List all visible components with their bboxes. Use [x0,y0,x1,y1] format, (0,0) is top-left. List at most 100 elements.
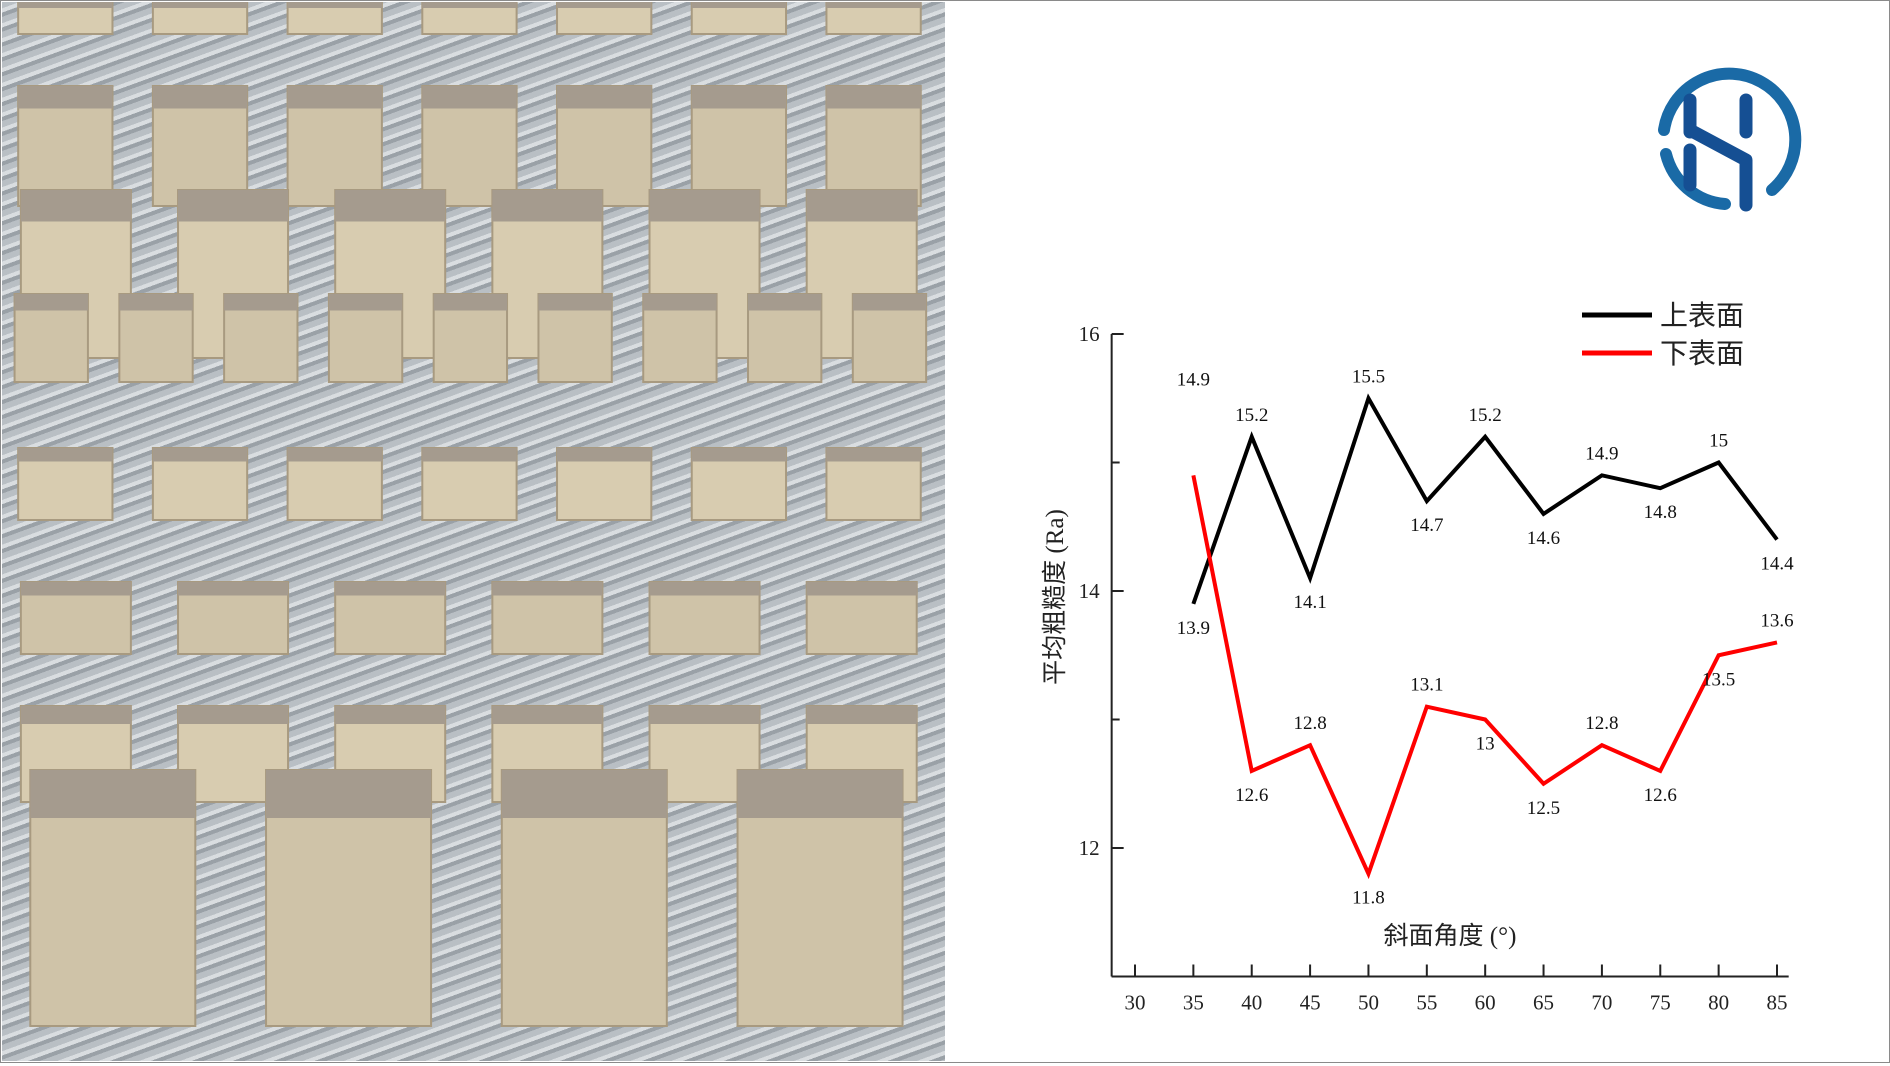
sample-top [557,86,652,109]
data-label: 12.8 [1585,713,1618,734]
sample-top [691,86,787,109]
data-label: 15.2 [1235,405,1268,426]
sample-top [691,2,787,8]
x-tick-label: 70 [1591,991,1612,1015]
photo-illustration [13,1,928,1027]
sample-top [335,190,446,222]
data-label: 14.8 [1644,502,1677,523]
sample-top [422,2,517,8]
x-tick-label: 60 [1475,991,1496,1015]
sample-top [20,190,131,222]
data-label: 14.6 [1527,528,1560,549]
sample-top [826,2,921,8]
data-label: 15.2 [1469,405,1502,426]
x-tick-label: 45 [1300,991,1321,1015]
sample-top [826,86,921,109]
sample-top [691,448,787,462]
company-logo [1658,67,1802,212]
sample-top [152,86,248,109]
sample-top [266,770,432,818]
data-label: 15 [1709,431,1728,452]
data-label: 12.6 [1644,785,1677,806]
sample-top [852,294,927,311]
data-label: 12.6 [1235,785,1268,806]
sample-top [492,582,603,596]
sample-top [335,582,446,596]
data-label: 14.9 [1177,369,1210,390]
data-label: 14.7 [1410,515,1443,536]
sample-top [18,448,113,462]
x-tick-label: 30 [1125,991,1146,1015]
sample-top [30,770,196,818]
sample-top [178,582,289,596]
data-label: 12.8 [1293,713,1326,734]
data-label: 14.9 [1585,443,1618,464]
data-label: 11.8 [1352,888,1385,909]
sample-top [433,294,508,311]
legend-label: 下表面 [1660,338,1744,370]
sample-top [178,706,289,724]
sample-top [422,448,517,462]
data-label: 12.5 [1527,798,1560,819]
sample-top [806,706,917,724]
sample-top [119,294,193,311]
sample-top [557,2,652,8]
sample-top [335,706,446,724]
x-tick-label: 75 [1650,991,1671,1015]
sample-top [748,294,822,311]
sample-top [20,706,131,724]
sample-top [20,582,131,596]
sample-top [287,2,382,8]
sample-top [287,86,382,109]
y-axis-title: 平均粗糙度 (Ra) [1041,509,1069,685]
data-label: 13.1 [1410,675,1443,696]
sample-top [18,2,113,8]
data-label: 13.9 [1177,618,1210,639]
y-tick-label: 14 [1079,579,1101,603]
legend-label: 上表面 [1660,300,1744,332]
data-label: 14.1 [1293,592,1326,613]
x-axis-title: 斜面角度 (°) [1384,922,1517,950]
x-tick-label: 55 [1416,991,1437,1015]
x-tick-label: 40 [1241,991,1262,1015]
sample-top [826,448,921,462]
x-tick-label: 85 [1767,991,1788,1015]
sample-top [422,86,517,109]
data-label: 14.4 [1760,554,1794,575]
sample-top [178,190,289,222]
sample-top [152,2,248,8]
data-label: 13.5 [1702,669,1735,690]
series-layer: 13.9 15.2 14.1 15.5 14.7 15.2 14.6 14.9 14.8 15 14… [1177,366,1794,908]
sample-top [538,294,612,311]
sample-top [328,294,403,311]
series-line-1 [1191,474,1778,880]
sample-top [501,770,667,818]
x-tick-label: 50 [1358,991,1379,1015]
data-label: 13 [1476,734,1495,755]
sample-top [287,448,382,462]
sample-top [643,294,717,311]
sample-top [737,770,903,818]
sample-top [14,294,88,311]
x-tick-label: 35 [1183,991,1204,1015]
sample-top [492,706,603,724]
sample-top [152,448,248,462]
data-label: 15.5 [1352,366,1385,387]
axes: 30 35 40 45 50 55 60 65 70 75 80 85 12 14 16 [1079,322,1789,1015]
x-tick-label: 80 [1708,991,1729,1015]
sample-top [557,448,652,462]
data-label: 13.6 [1760,610,1793,631]
sample-top [649,706,760,724]
sample-top [649,190,760,222]
sample-top [806,582,917,596]
y-tick-label: 16 [1079,322,1100,346]
sample-top [18,86,113,109]
sample-top [224,294,298,311]
sample-top [492,190,603,222]
x-tick-label: 65 [1533,991,1554,1015]
sample-top [806,190,917,222]
series-line-0 [1191,393,1779,605]
y-tick-label: 12 [1079,836,1100,860]
